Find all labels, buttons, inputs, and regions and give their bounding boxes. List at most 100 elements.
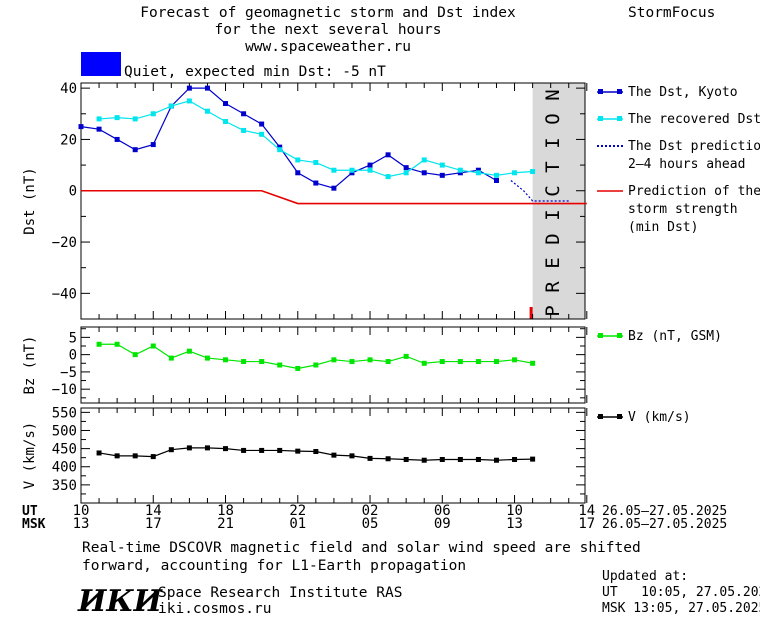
data-point	[114, 341, 120, 347]
data-point	[403, 165, 409, 171]
data-point	[403, 456, 409, 462]
data-point	[313, 160, 319, 166]
data-point	[132, 352, 138, 358]
panel-frame	[80, 326, 586, 404]
legend-entry: The recovered Dst	[597, 112, 760, 127]
current-time-marker	[529, 307, 533, 319]
data-point	[150, 142, 156, 148]
data-point	[512, 456, 518, 462]
data-point	[150, 343, 156, 349]
data-point	[313, 449, 319, 455]
chart-title-line2: for the next several hours	[215, 22, 442, 38]
data-point	[530, 456, 536, 462]
data-point	[475, 359, 481, 365]
prediction-label-letter: C	[542, 185, 564, 196]
legend-entry: The Dst prediction 2–4 hours ahead	[597, 139, 760, 172]
legend-marker	[617, 414, 622, 419]
data-point	[493, 457, 499, 463]
data-point	[457, 456, 463, 462]
status-swatch	[81, 52, 121, 76]
data-point	[204, 445, 210, 451]
legend-label: The Dst prediction	[628, 139, 760, 154]
data-point	[331, 185, 337, 191]
data-point	[313, 180, 319, 186]
data-point	[457, 170, 463, 176]
y-tick-label: 20	[60, 132, 77, 148]
updated-label: Updated at:	[602, 569, 688, 584]
status-text: Quiet, expected min Dst: -5 nT	[124, 64, 386, 80]
y-tick-label: 450	[52, 442, 77, 458]
legend-marker	[598, 89, 603, 94]
data-point	[186, 348, 192, 354]
data-point	[259, 131, 265, 137]
legend-label: The Dst, Kyoto	[628, 85, 738, 100]
data-point	[241, 359, 247, 365]
msk-tick-label: 05	[362, 516, 379, 532]
y-tick-label: 400	[52, 460, 77, 476]
data-point	[114, 453, 120, 459]
ut-tick-label: 22	[289, 503, 306, 519]
data-point	[204, 355, 210, 361]
legend-marker	[617, 333, 622, 338]
data-point	[223, 446, 229, 452]
data-point	[259, 447, 265, 453]
legend-entry: V (km/s)	[597, 410, 691, 425]
updated-ut: UT 10:05, 27.05.2025	[602, 585, 760, 600]
data-point	[223, 118, 229, 124]
data-point	[223, 101, 229, 107]
y-axis-label: V (km/s)	[22, 422, 38, 489]
data-point	[96, 341, 102, 347]
legend-label: Prediction of the	[628, 184, 760, 199]
ut-tick-label: 10	[506, 503, 523, 519]
data-point	[150, 454, 156, 460]
msk-axis-label: MSK	[22, 517, 46, 532]
legend-marker	[598, 414, 603, 419]
data-point	[349, 170, 355, 176]
data-point	[78, 124, 84, 130]
bz-panel: 5 0−5−10 Bz (nT) Bz (nT, GSM)	[22, 326, 722, 404]
data-point	[367, 455, 373, 461]
legend-marker	[598, 333, 603, 338]
data-point	[331, 452, 337, 458]
legend-label: Bz (nT, GSM)	[628, 329, 722, 344]
footer-note-line1: Real-time DSCOVR magnetic field and sola…	[82, 540, 641, 556]
data-point	[367, 167, 373, 173]
data-point	[241, 111, 247, 117]
data-point	[530, 169, 536, 174]
prediction-label-letter: D	[542, 233, 564, 244]
ut-axis-label: UT	[22, 504, 38, 519]
data-point	[277, 447, 283, 453]
y-tick-label: 0	[69, 348, 77, 364]
series-line	[99, 100, 533, 178]
data-point	[277, 147, 283, 153]
legend-marker	[617, 89, 622, 94]
prediction-label-letter: P	[542, 305, 564, 316]
data-point	[475, 456, 481, 462]
data-point	[512, 357, 518, 363]
data-point	[96, 450, 102, 456]
data-point	[493, 359, 499, 365]
y-axis-label: Bz (nT)	[22, 335, 38, 394]
data-point	[457, 167, 463, 173]
data-point	[421, 360, 427, 366]
panel-frame	[80, 82, 586, 320]
legend-entry: Bz (nT, GSM)	[597, 329, 722, 344]
data-point	[349, 167, 355, 173]
data-point	[204, 85, 210, 91]
data-point	[295, 157, 301, 163]
data-point	[439, 359, 445, 365]
prediction-label-letter: O	[542, 113, 564, 124]
footer-note-line2: forward, accounting for L1-Earth propaga…	[82, 558, 466, 574]
legend-label: (min Dst)	[628, 220, 698, 235]
legend-entry: The Dst, Kyoto	[597, 85, 738, 100]
data-point	[367, 162, 373, 168]
data-point	[204, 108, 210, 114]
data-point	[439, 456, 445, 462]
msk-tick-label: 17	[578, 516, 595, 532]
msk-date-range: 26.05–27.05.2025	[602, 517, 727, 532]
prediction-label-letter: I	[542, 137, 564, 148]
data-point	[96, 116, 102, 122]
legend-marker	[598, 116, 603, 121]
y-tick-label: 5	[69, 330, 77, 346]
